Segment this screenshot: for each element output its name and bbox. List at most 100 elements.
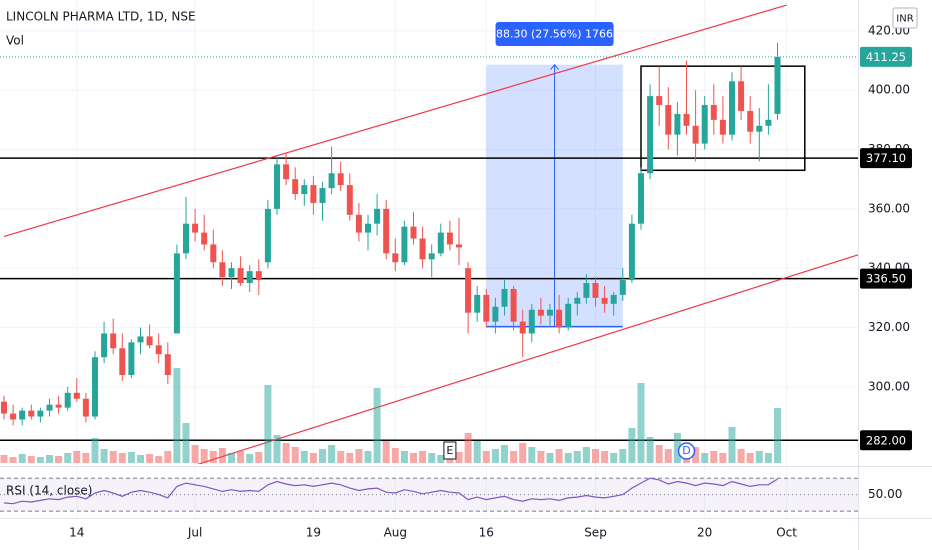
candle-body [264,208,271,263]
overlay [0,4,858,464]
volume-bar [664,449,672,463]
volume-bar [692,447,700,463]
volume-bar [237,451,245,463]
trendline [3,4,787,238]
y-tick-label: 300.00 [868,379,910,393]
candle-body [55,404,62,408]
candle-body [756,125,763,132]
range-rectangle [640,65,806,172]
candle-body [155,345,162,355]
y-tick-label: 320.00 [868,320,910,334]
candle-body [255,271,262,281]
candle-body [492,306,499,322]
volume-bar [18,454,26,463]
price-tag-label: 336.50 [866,272,906,286]
candle-body [101,333,108,358]
candle-body [383,208,390,254]
candle-body [519,321,526,334]
volume-bar [510,451,518,463]
candle-body [437,232,444,254]
volume-bar [255,452,263,463]
price-tag-label: 377.10 [866,151,906,165]
candle-body [192,223,199,233]
volume-bar [391,448,399,463]
volume-bar [419,451,427,463]
candle-body [638,173,644,224]
volume-bar [719,453,727,463]
candle-body [701,105,708,144]
candle-body [374,208,381,224]
candle-body [310,185,317,203]
volume-bar [337,451,345,463]
volume-bar [482,451,490,463]
candle-body [210,244,217,263]
volume-bar [73,451,81,463]
candle-body [219,262,226,278]
volume-bar [564,453,572,463]
candle-body [10,413,17,420]
volume-bar [701,453,709,463]
event-label: D [682,444,690,457]
price-tag [860,430,912,451]
volume-bar [127,452,135,463]
x-tick-label: Sep [584,526,607,540]
volume-bar [155,456,163,463]
candle-body [565,303,572,328]
candle-body [619,280,626,295]
volume-bar [592,449,599,463]
volume-bar [291,447,299,463]
volume-bar [36,457,44,463]
volume-bar [610,453,618,463]
grid [0,0,858,518]
candle-body [319,188,326,203]
candle-body [692,125,699,144]
trendline [196,254,858,464]
candle-body [710,105,717,120]
x-tick-label: 14 [69,526,84,540]
x-tick-label: 16 [479,526,494,540]
candle-body [628,223,635,281]
price-tag [860,268,912,289]
candle-body [283,164,290,180]
candle-body [738,81,745,111]
price-tag-label: 282.00 [866,433,906,447]
volume-bar [774,408,781,463]
candle-body [465,268,472,313]
candle-body [164,354,171,375]
measure-label-box [495,22,614,46]
candle-body [446,232,453,245]
volume-bar [537,451,545,463]
rsi-pane [0,477,858,512]
candle-body [501,288,508,307]
candle-body [774,56,781,114]
currency-box [892,7,918,29]
volume-bar [400,451,408,463]
candle-body [556,309,563,328]
volume-bar [373,388,381,463]
volume-bar [646,437,654,463]
candle-body [128,342,135,375]
volume-bar [309,453,317,463]
candle-body [28,410,35,417]
volume-bar [109,451,117,463]
volume-bar [164,451,172,463]
candle-body [647,96,654,174]
volume-bar [182,423,190,463]
price-tag [860,148,912,169]
candle-body [410,226,417,239]
candle-body [547,309,553,316]
volume-bar [346,453,354,463]
candle-body [656,96,663,106]
event-marker [443,441,457,460]
candle-body [474,294,481,313]
candle-body [173,253,180,334]
x-tick-label: Aug [384,526,407,540]
volume-bar [0,455,8,463]
candle-body [592,283,599,298]
volume-bar [246,454,254,463]
volume-bar [628,428,636,463]
volume-bar [673,433,681,463]
candle-body [719,119,726,135]
